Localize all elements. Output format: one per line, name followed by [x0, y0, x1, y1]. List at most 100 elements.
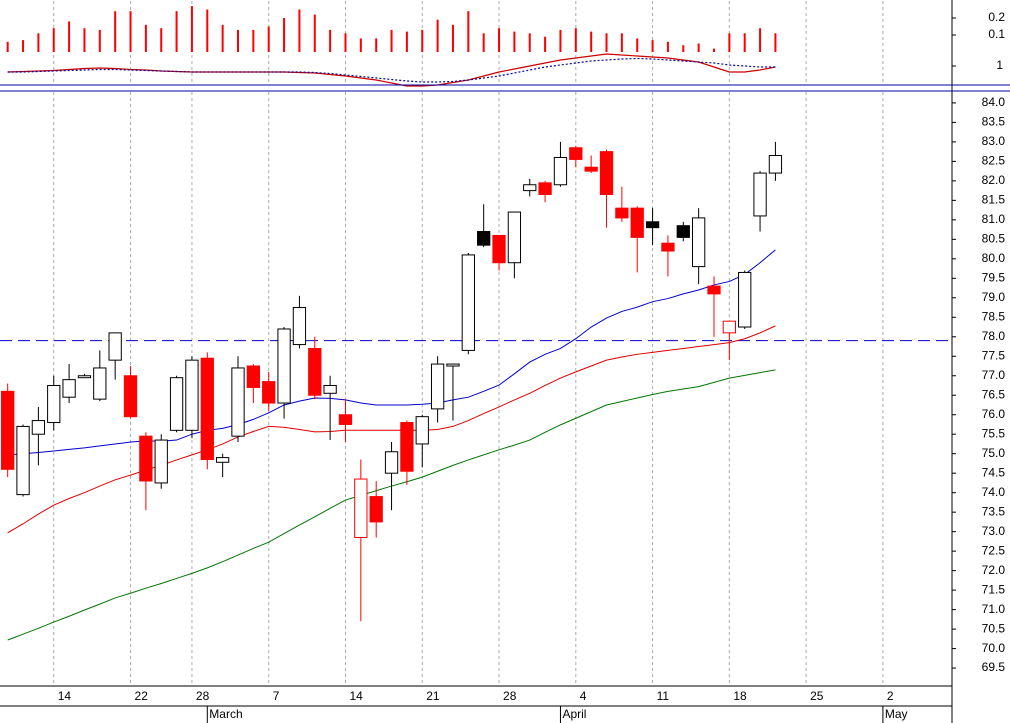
candle-body — [492, 234, 506, 264]
y-tick-label: 81.0 — [982, 212, 1006, 226]
bar — [728, 33, 731, 52]
x-tick-label: 21 — [426, 689, 440, 703]
bar — [129, 11, 132, 52]
y-tick-label: 75.0 — [982, 446, 1006, 460]
bar — [114, 11, 117, 52]
y-tick-label: 82.5 — [982, 154, 1006, 168]
candle-body — [630, 207, 644, 238]
bar — [436, 19, 439, 52]
candle-body — [277, 328, 291, 404]
bar — [98, 29, 101, 52]
y-tick-label: 83.5 — [982, 115, 1006, 129]
candle-body — [216, 457, 230, 463]
x-tick-label: 7 — [273, 689, 280, 703]
bar — [743, 33, 746, 52]
bar — [498, 28, 501, 52]
bar — [252, 29, 255, 52]
candle-body — [123, 375, 138, 418]
bar — [283, 18, 286, 52]
candle-body — [292, 307, 307, 346]
candle-body — [415, 416, 429, 445]
y-tick-label: 72.5 — [982, 543, 1006, 557]
candle-body — [768, 155, 783, 174]
bar — [390, 29, 393, 52]
bar — [759, 28, 762, 52]
bar — [590, 31, 593, 52]
y-tick-label: 69.5 — [982, 660, 1006, 674]
candle-body — [1, 390, 15, 470]
candle-body — [323, 384, 337, 394]
candle-body — [645, 221, 660, 229]
y-tick-label: 81.5 — [982, 193, 1006, 207]
bar — [329, 29, 332, 52]
bar — [375, 38, 378, 52]
candle-body — [93, 367, 107, 400]
indicator-line — [7, 53, 776, 87]
candle-body — [154, 439, 168, 484]
bar — [160, 28, 163, 52]
bar — [298, 9, 301, 52]
candle-body — [16, 425, 30, 496]
bar — [52, 28, 55, 52]
x-tick-label: 25 — [810, 689, 824, 703]
candle-body — [354, 478, 368, 538]
y-tick-label: 71.0 — [982, 602, 1006, 616]
bar — [513, 31, 516, 52]
bar — [713, 48, 715, 52]
bar — [605, 33, 608, 52]
x-tick-label: 4 — [580, 689, 587, 703]
bar — [6, 41, 9, 52]
candle-body — [169, 377, 184, 431]
y-tick-label: 78.5 — [982, 309, 1006, 323]
candle-body — [523, 184, 537, 192]
y-tick-label: 83.0 — [982, 134, 1006, 148]
bar — [144, 24, 147, 52]
bar — [682, 45, 685, 52]
y-tick-label: 77.5 — [982, 348, 1006, 362]
candle-body — [47, 384, 61, 424]
candle-body — [507, 211, 522, 264]
month-label: April — [562, 707, 586, 721]
y-tick-label: 73.0 — [982, 524, 1006, 538]
x-tick-label: 14 — [349, 689, 363, 703]
bar — [206, 9, 209, 52]
candle-body — [31, 420, 46, 435]
indicator-line — [7, 57, 776, 83]
y2-tick-label: 1 — [996, 58, 1003, 72]
candle-body — [661, 242, 675, 252]
y-tick-label: 73.5 — [982, 504, 1006, 518]
bar — [83, 28, 86, 52]
y-tick-label: 72.0 — [982, 563, 1006, 577]
candle-body — [108, 332, 122, 361]
y-tick-label: 79.5 — [982, 270, 1006, 284]
candle-body — [200, 357, 214, 461]
y-tick-label: 74.5 — [982, 465, 1006, 479]
bar — [574, 28, 577, 52]
candle-body — [384, 451, 399, 474]
candle-body — [553, 156, 568, 186]
bar — [774, 33, 777, 52]
bar — [359, 38, 362, 52]
candle-body — [692, 217, 706, 268]
bar — [636, 38, 639, 52]
bar — [22, 40, 25, 52]
x-tick-label: 11 — [657, 689, 670, 703]
bar — [666, 41, 669, 52]
candle-body — [62, 379, 76, 398]
bar — [651, 40, 654, 52]
bar — [467, 11, 470, 52]
candle-body — [338, 414, 353, 425]
moving-average — [7, 325, 776, 534]
y-tick-label: 70.0 — [982, 641, 1006, 655]
candle-body — [77, 375, 92, 379]
x-tick-label: 28 — [196, 689, 210, 703]
bar — [313, 14, 316, 53]
y-tick-label: 75.5 — [982, 426, 1006, 440]
y-tick-label: 76.0 — [982, 407, 1006, 421]
x-tick-label: 22 — [135, 689, 149, 703]
x-tick-label: 14 — [58, 689, 72, 703]
candle-body — [738, 271, 752, 328]
bar — [559, 29, 562, 52]
